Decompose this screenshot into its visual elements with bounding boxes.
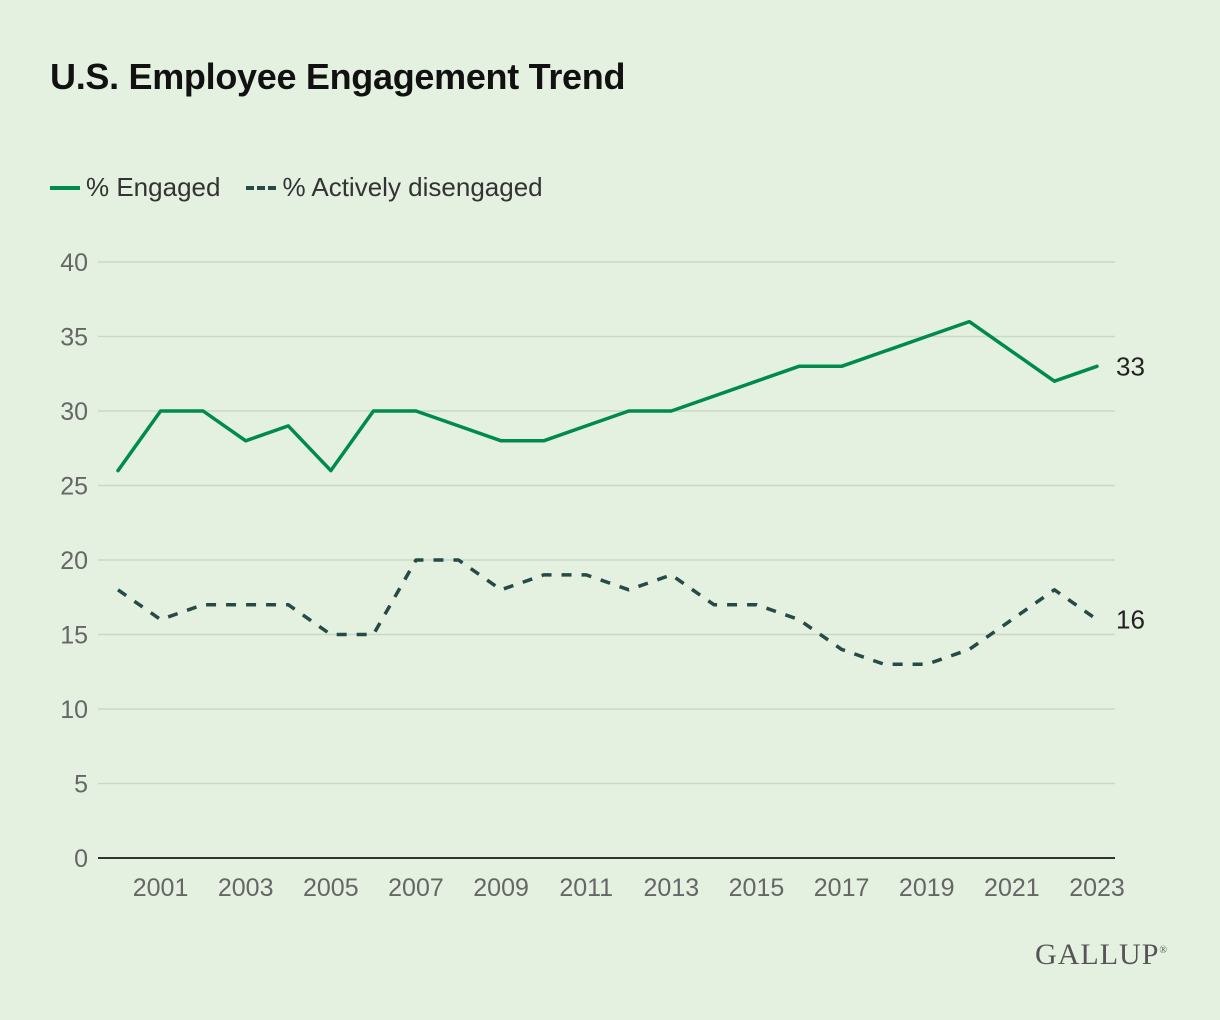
gallup-logo: GALLUP® xyxy=(1035,938,1168,971)
x-tick-label: 2011 xyxy=(559,874,613,902)
legend-item-engaged: % Engaged xyxy=(50,172,220,203)
x-tick-label: 2001 xyxy=(133,874,189,902)
x-tick-label: 2023 xyxy=(1069,874,1125,902)
y-tick-label: 15 xyxy=(60,622,88,650)
y-tick-label: 30 xyxy=(60,398,88,426)
x-tick-label: 2019 xyxy=(899,874,955,902)
x-tick-label: 2013 xyxy=(644,874,700,902)
y-tick-label: 5 xyxy=(74,771,88,799)
x-tick-label: 2005 xyxy=(303,874,359,902)
x-tick-label: 2015 xyxy=(729,874,785,902)
end-data-label: 16 xyxy=(1116,605,1145,635)
legend-item-disengaged: % Actively disengaged xyxy=(246,172,543,203)
series-line-engaged xyxy=(116,319,1099,473)
x-tick-label: 2021 xyxy=(984,874,1040,902)
y-tick-label: 25 xyxy=(60,473,88,501)
y-tick-label: 0 xyxy=(74,845,88,873)
legend: % Engaged % Actively disengaged xyxy=(50,172,569,203)
x-tick-label: 2003 xyxy=(218,874,274,902)
end-data-label: 33 xyxy=(1116,351,1145,381)
chart-title: U.S. Employee Engagement Trend xyxy=(50,56,626,97)
y-tick-label: 40 xyxy=(60,249,88,277)
y-tick-label: 20 xyxy=(60,547,88,575)
series-line-disengaged xyxy=(116,558,1099,667)
legend-label: % Actively disengaged xyxy=(282,172,543,202)
legend-swatch-dashed xyxy=(246,185,277,190)
y-tick-label: 10 xyxy=(60,696,88,724)
legend-label: % Engaged xyxy=(86,172,221,202)
x-tick-label: 2017 xyxy=(814,874,870,902)
y-tick-label: 35 xyxy=(60,324,88,352)
legend-swatch-solid xyxy=(50,185,80,190)
x-tick-label: 2007 xyxy=(388,874,444,902)
x-tick-label: 2009 xyxy=(473,874,529,902)
